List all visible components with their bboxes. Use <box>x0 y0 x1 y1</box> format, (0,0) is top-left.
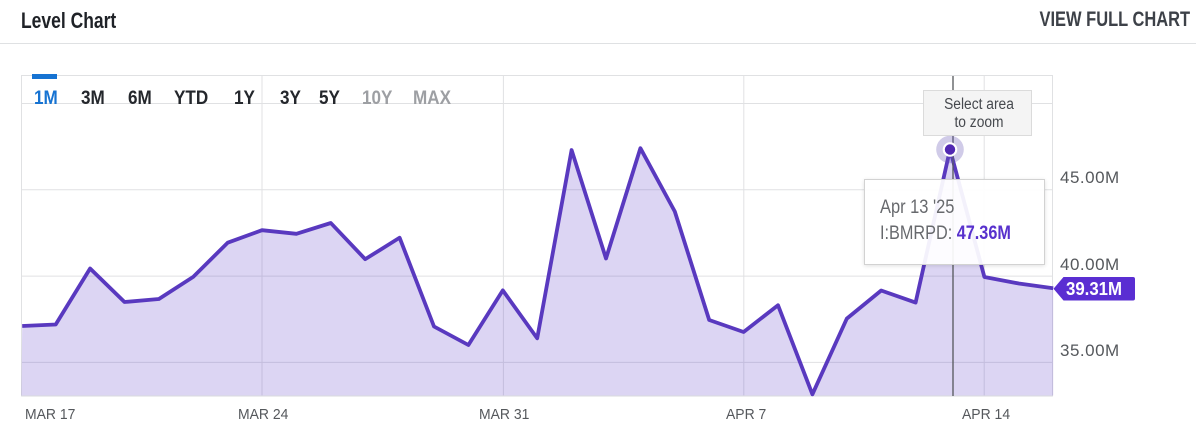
svg-text:39.31M: 39.31M <box>1066 279 1122 299</box>
